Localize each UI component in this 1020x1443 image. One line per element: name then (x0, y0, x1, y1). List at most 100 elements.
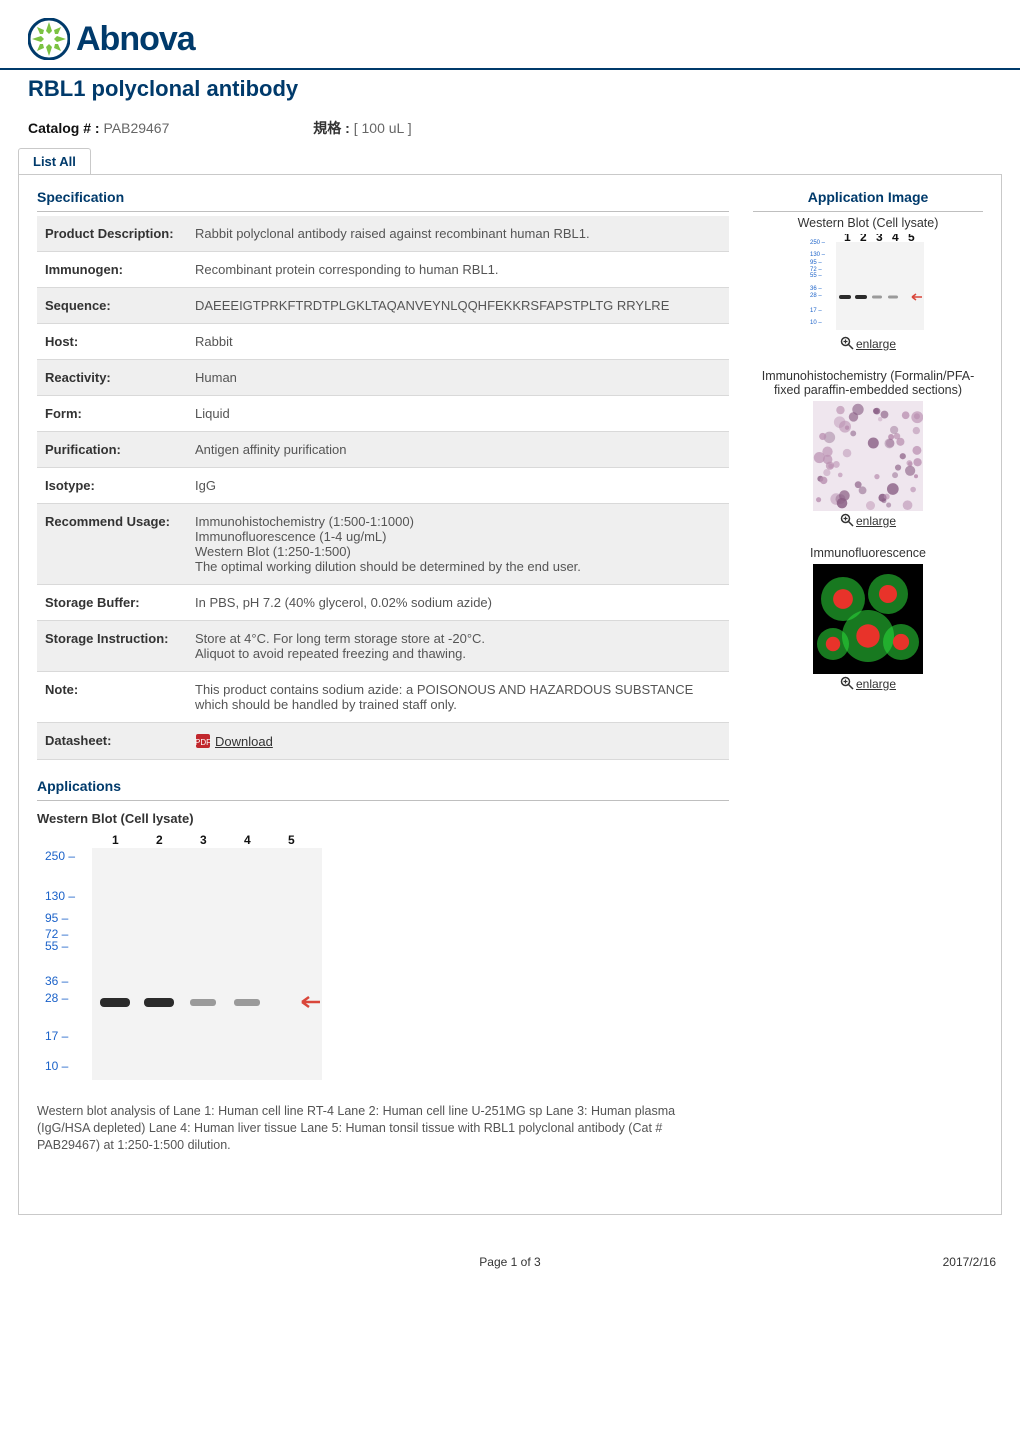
title-bar: RBL1 polyclonal antibody (0, 68, 1020, 108)
svg-text:28 –: 28 – (45, 991, 69, 1005)
spec-row: Recommend Usage:Immunohistochemistry (1:… (37, 504, 729, 585)
main-panel: Specification Product Description:Rabbit… (18, 174, 1002, 1215)
application-image-heading: Application Image (753, 189, 983, 212)
svg-text:2: 2 (156, 833, 163, 847)
spec-row: Host:Rabbit (37, 324, 729, 360)
spec-row: Purification:Antigen affinity purificati… (37, 432, 729, 468)
svg-text:250 –: 250 – (45, 849, 75, 863)
spec-row: Isotype:IgG (37, 468, 729, 504)
spec-row: Reactivity:Human (37, 360, 729, 396)
spec-key: Storage Buffer: (37, 585, 187, 621)
svg-text:10 –: 10 – (810, 320, 822, 326)
spec-value: Liquid (187, 396, 729, 432)
spec-key: Recommend Usage: (37, 504, 187, 585)
application-image-column: Application Image Western Blot (Cell lys… (753, 189, 983, 709)
spec-value: Rabbit (187, 324, 729, 360)
page-title: RBL1 polyclonal antibody (28, 76, 1020, 102)
svg-text:130 –: 130 – (810, 252, 826, 258)
spec-key: Product Description: (37, 216, 187, 252)
spec-key: Form: (37, 396, 187, 432)
spec-value: Rabbit polyclonal antibody raised agains… (187, 216, 729, 252)
spec-key: Isotype: (37, 468, 187, 504)
spec-key: Purification: (37, 432, 187, 468)
spec-row: Storage Instruction:Store at 4°C. For lo… (37, 621, 729, 672)
svg-text:36 –: 36 – (45, 974, 69, 988)
app-image-caption: Immunohistochemistry (Formalin/PFA-fixed… (753, 369, 983, 397)
svg-text:1: 1 (112, 833, 119, 847)
logo-mark-icon (28, 18, 70, 60)
app-image-caption: Western Blot (Cell lysate) (753, 216, 983, 230)
spec-value: Immunohistochemistry (1:500-1:1000)Immun… (187, 504, 729, 585)
svg-text:1: 1 (844, 234, 851, 244)
magnify-icon (840, 336, 854, 350)
spec-value: PDF Download (187, 723, 729, 760)
enlarge-link[interactable]: enlarge (856, 677, 896, 691)
app-image-caption: Immunofluorescence (753, 546, 983, 560)
spec-row: Datasheet: PDF Download (37, 723, 729, 760)
tab-list-all[interactable]: List All (18, 148, 91, 174)
spec-key: Datasheet: (37, 723, 187, 760)
spec-key: Host: (37, 324, 187, 360)
spec-size-value: [ 100 uL ] (354, 120, 412, 136)
applications-heading: Applications (37, 778, 729, 801)
specification-heading: Specification (37, 189, 729, 212)
svg-text:PDF: PDF (195, 738, 211, 747)
spec-size-label: 規格 : (313, 120, 350, 136)
svg-text:4: 4 (244, 833, 251, 847)
spec-value: In PBS, pH 7.2 (40% glycerol, 0.02% sodi… (187, 585, 729, 621)
spec-row: Immunogen:Recombinant protein correspond… (37, 252, 729, 288)
spec-row: Form:Liquid (37, 396, 729, 432)
spec-value: Antigen affinity purification (187, 432, 729, 468)
spec-row: Product Description:Rabbit polyclonal an… (37, 216, 729, 252)
app-image-block: Immunohistochemistry (Formalin/PFA-fixed… (753, 369, 983, 528)
svg-text:95 –: 95 – (810, 260, 822, 266)
applications-subtitle: Western Blot (Cell lysate) (37, 811, 729, 826)
wb-figure: 12345250 –130 –95 –72 –55 –36 –28 –17 –1… (37, 830, 337, 1093)
spec-key: Note: (37, 672, 187, 723)
app-image-thumb[interactable] (813, 401, 923, 511)
svg-text:36 –: 36 – (810, 286, 822, 292)
spec-row: Sequence:DAEEEIGTPRKFTRDTPLGKLTAQANVEYNL… (37, 288, 729, 324)
spec-value: Store at 4°C. For long term storage stor… (187, 621, 729, 672)
svg-text:250 –: 250 – (810, 240, 826, 246)
pdf-icon: PDF (195, 733, 211, 749)
spec-value: IgG (187, 468, 729, 504)
spec-row: Note:This product contains sodium azide:… (37, 672, 729, 723)
page-date: 2017/2/16 (943, 1255, 996, 1269)
app-image-thumb[interactable] (813, 564, 923, 674)
svg-text:17 –: 17 – (45, 1029, 69, 1043)
spec-key: Immunogen: (37, 252, 187, 288)
app-image-block: Immunofluorescence enlarge (753, 546, 983, 691)
svg-text:55 –: 55 – (810, 273, 822, 279)
svg-text:130 –: 130 – (45, 889, 75, 903)
download-link[interactable]: Download (215, 734, 273, 749)
svg-text:95 –: 95 – (45, 911, 69, 925)
spec-value: DAEEEIGTPRKFTRDTPLGKLTAQANVEYNLQQHFEKKRS… (187, 288, 729, 324)
svg-text:17 –: 17 – (810, 308, 822, 314)
logo-text: Abnova (76, 20, 195, 59)
catalog-row: Catalog # : PAB29467 規格 : [ 100 uL ] (0, 108, 1020, 148)
page-footer: Page 1 of 3 2017/2/16 (0, 1255, 1020, 1269)
magnify-icon (840, 676, 854, 690)
logo: Abnova (28, 18, 1020, 60)
spec-value: Recombinant protein corresponding to hum… (187, 252, 729, 288)
catalog-label: Catalog # : (28, 120, 100, 136)
svg-text:2: 2 (860, 234, 867, 244)
svg-text:5: 5 (288, 833, 295, 847)
logo-row: Abnova (0, 0, 1020, 68)
enlarge-link[interactable]: enlarge (856, 337, 896, 351)
spec-key: Storage Instruction: (37, 621, 187, 672)
app-image-block: Western Blot (Cell lysate)12345250 –130 … (753, 216, 983, 351)
enlarge-link[interactable]: enlarge (856, 514, 896, 528)
spec-value: Human (187, 360, 729, 396)
spec-key: Reactivity: (37, 360, 187, 396)
app-image-thumb[interactable]: 12345250 –130 –95 –72 –55 –36 –28 –17 –1… (808, 234, 928, 334)
magnify-icon (840, 513, 854, 527)
svg-text:10 –: 10 – (45, 1059, 69, 1073)
spec-value: This product contains sodium azide: a PO… (187, 672, 729, 723)
page-number: Page 1 of 3 (0, 1255, 1020, 1269)
svg-text:3: 3 (200, 833, 207, 847)
svg-text:28 –: 28 – (810, 293, 822, 299)
spec-key: Sequence: (37, 288, 187, 324)
svg-text:55 –: 55 – (45, 939, 69, 953)
